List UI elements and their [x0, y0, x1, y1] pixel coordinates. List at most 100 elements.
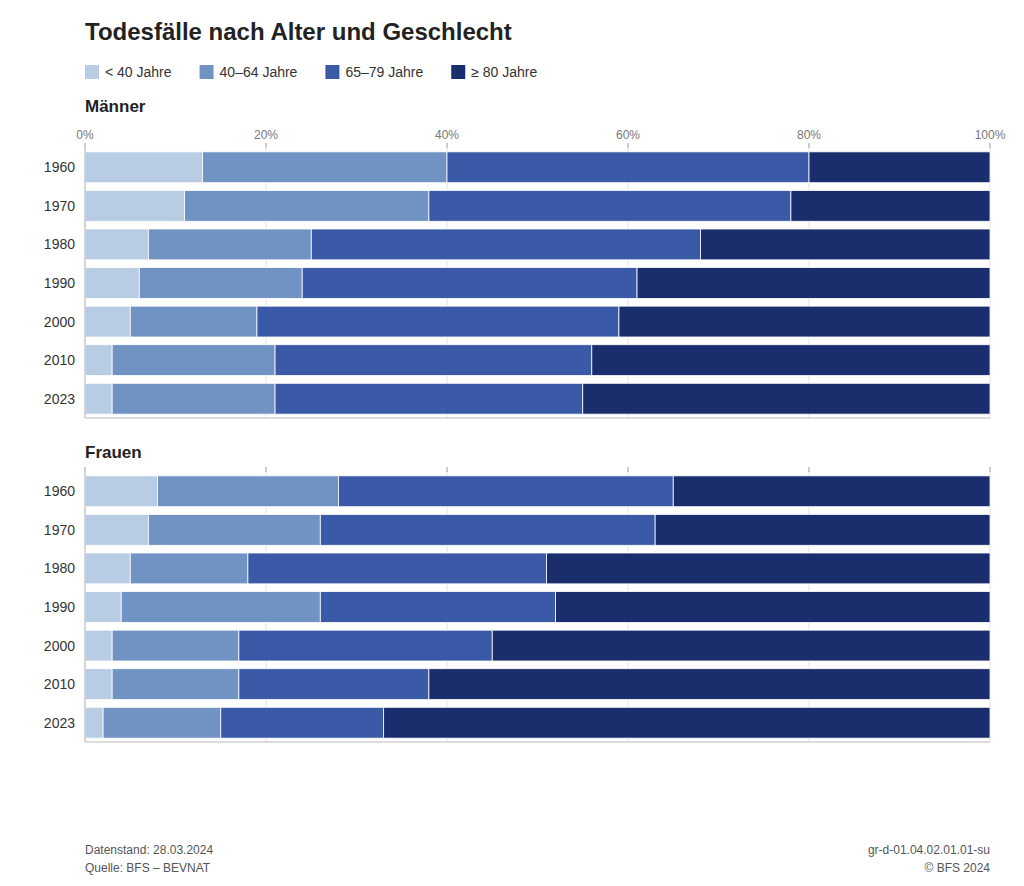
bar-segment: [809, 152, 990, 183]
bar-segment: [157, 476, 338, 507]
footnote: Datenstand: 28.03.2024 Quelle: BFS – BEVN…: [85, 843, 213, 875]
bar-segment: [85, 707, 103, 738]
bar-segment: [85, 630, 112, 661]
legend: < 40 Jahre40–64 Jahre65–79 Jahre≥ 80 Jah…: [85, 64, 538, 80]
bar-segment: [85, 306, 130, 337]
footnote-line: Quelle: BFS – BEVNAT: [85, 861, 211, 875]
bar-segment: [85, 553, 130, 584]
tick-mark: [628, 467, 629, 472]
tick-mark: [266, 143, 267, 148]
bar-segment: [592, 345, 990, 376]
bar-segment: [447, 152, 809, 183]
legend-swatch: [451, 65, 465, 79]
category-label: 2000: [44, 314, 75, 330]
bar-segment: [239, 669, 429, 700]
category-label: 1960: [44, 483, 75, 499]
bar-segment: [85, 476, 157, 507]
bar-segment: [85, 383, 112, 414]
grid-line: [85, 472, 86, 742]
bar-segment: [384, 707, 990, 738]
legend-label: ≥ 80 Jahre: [471, 64, 537, 80]
footnote-line: © BFS 2024: [924, 861, 990, 875]
legend-swatch: [85, 65, 99, 79]
axis-line: [85, 418, 990, 419]
bar-segment: [85, 229, 148, 260]
legend-label: 65–79 Jahre: [345, 64, 423, 80]
bar-segment: [112, 345, 275, 376]
subtitle: Männer: [85, 97, 146, 116]
bar-segment: [85, 190, 185, 221]
bar-segment: [547, 553, 990, 584]
bar-segment: [619, 306, 990, 337]
legend-swatch: [200, 65, 214, 79]
legend-swatch: [325, 65, 339, 79]
bar-segment: [85, 268, 139, 299]
bars: [85, 152, 990, 414]
footnote-line: gr-d-01.04.02.01.01-su: [868, 843, 990, 857]
category-label: 1980: [44, 236, 75, 252]
legend-label: 40–64 Jahre: [220, 64, 298, 80]
bar-segment: [239, 630, 492, 661]
bar-segment: [556, 592, 990, 623]
bar-segment: [112, 630, 239, 661]
bar-segment: [338, 476, 673, 507]
category-label: 1980: [44, 560, 75, 576]
tick-label: 60%: [616, 128, 640, 142]
bar-segment: [121, 592, 320, 623]
bar-segment: [85, 514, 148, 545]
bars: [85, 476, 990, 738]
plot: Frauen1960197019801990200020102023: [44, 443, 990, 742]
bar-segment: [248, 553, 547, 584]
tick-mark: [447, 467, 448, 472]
tick-mark: [990, 467, 991, 472]
category-label: 2010: [44, 352, 75, 368]
category-label: 1990: [44, 275, 75, 291]
title: Todesfälle nach Alter und Geschlecht: [85, 18, 512, 45]
bar-segment: [148, 229, 311, 260]
bar-segment: [85, 345, 112, 376]
bar-segment: [112, 383, 275, 414]
tick-label: 40%: [435, 128, 459, 142]
bar-segment: [103, 707, 221, 738]
bar-segment: [320, 514, 655, 545]
bar-segment: [311, 229, 700, 260]
bar-segment: [203, 152, 447, 183]
bar-segment: [112, 669, 239, 700]
category-label: 1970: [44, 198, 75, 214]
bar-segment: [221, 707, 384, 738]
tick-label: 80%: [797, 128, 821, 142]
bar-segment: [655, 514, 990, 545]
category-label: 2023: [44, 391, 75, 407]
bar-segment: [257, 306, 619, 337]
category-label: 2023: [44, 715, 75, 731]
bar-segment: [583, 383, 990, 414]
tick-mark: [85, 467, 86, 472]
bar-segment: [791, 190, 990, 221]
bar-segment: [185, 190, 429, 221]
tick-label: 100%: [975, 128, 1006, 142]
bar-segment: [492, 630, 990, 661]
grid-line: [85, 148, 86, 418]
footnote-line: Datenstand: 28.03.2024: [85, 843, 213, 857]
tick-mark: [628, 143, 629, 148]
tick-label: 0%: [76, 128, 94, 142]
tick-mark: [809, 467, 810, 472]
tick-mark: [990, 143, 991, 148]
bar-segment: [275, 383, 583, 414]
category-label: 2010: [44, 676, 75, 692]
bar-segment: [85, 592, 121, 623]
bar-segment: [85, 669, 112, 700]
bar-segment: [320, 592, 555, 623]
subtitle: Frauen: [85, 443, 142, 462]
tick-mark: [85, 143, 86, 148]
plot: Männer0%20%40%60%80%100%1960197019801990…: [44, 97, 1006, 418]
category-label: 1970: [44, 522, 75, 538]
category-label: 1990: [44, 599, 75, 615]
axis-line: [85, 742, 990, 743]
axis-line: [85, 472, 86, 742]
chart: Todesfälle nach Alter und Geschlecht< 40…: [0, 0, 1024, 886]
bar-segment: [275, 345, 592, 376]
bar-segment: [429, 669, 990, 700]
bar-segment: [148, 514, 320, 545]
bar-segment: [429, 190, 791, 221]
